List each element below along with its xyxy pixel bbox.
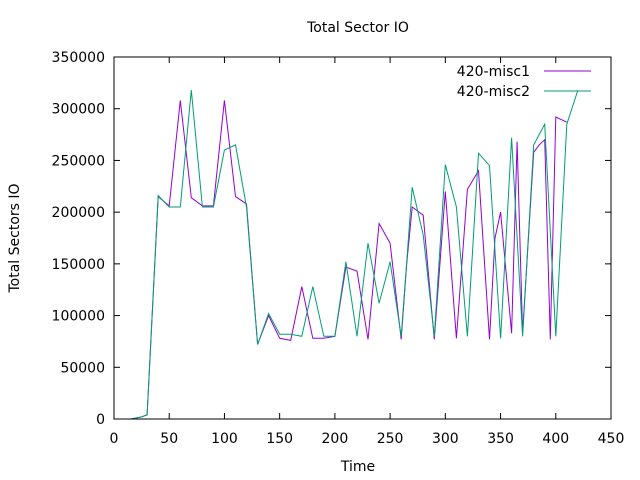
y-tick-label: 350000 bbox=[52, 50, 105, 66]
plot-lines bbox=[130, 89, 579, 420]
y-tick-label: 150000 bbox=[52, 257, 105, 273]
legend-label: 420-misc2 bbox=[457, 84, 530, 100]
y-tick-label: 50000 bbox=[60, 360, 105, 376]
y-tick-label: 300000 bbox=[52, 102, 105, 118]
plot-frame bbox=[113, 56, 612, 420]
y-tick-label: 250000 bbox=[52, 153, 105, 169]
x-tick-label: 350 bbox=[487, 431, 514, 447]
axis-ticks: 0 50 100 150 200 250 300 350 400 450 0 50000 100000 1… bbox=[52, 50, 625, 447]
x-tick-label: 150 bbox=[266, 431, 293, 447]
series-line-420-misc2 bbox=[130, 89, 579, 420]
x-tick-label: 0 bbox=[110, 431, 119, 447]
legend-label: 420-misc1 bbox=[457, 64, 530, 80]
y-tick-label: 0 bbox=[96, 412, 105, 428]
x-tick-label: 300 bbox=[432, 431, 459, 447]
x-axis-title: Time bbox=[340, 459, 375, 475]
x-tick-label: 100 bbox=[211, 431, 238, 447]
x-tick-label: 450 bbox=[598, 431, 625, 447]
x-tick-label: 200 bbox=[322, 431, 349, 447]
y-tick-label: 100000 bbox=[52, 309, 105, 325]
y-tick-label: 200000 bbox=[52, 205, 105, 221]
chart-title: Total Sector IO bbox=[306, 20, 409, 36]
x-tick-label: 400 bbox=[542, 431, 569, 447]
series-line-420-misc1 bbox=[130, 100, 568, 420]
y-axis-title: Total Sectors IO bbox=[7, 183, 23, 293]
x-tick-label: 250 bbox=[377, 431, 404, 447]
x-tick-label: 50 bbox=[160, 431, 178, 447]
legend: 420-misc1 420-misc2 bbox=[457, 64, 591, 100]
